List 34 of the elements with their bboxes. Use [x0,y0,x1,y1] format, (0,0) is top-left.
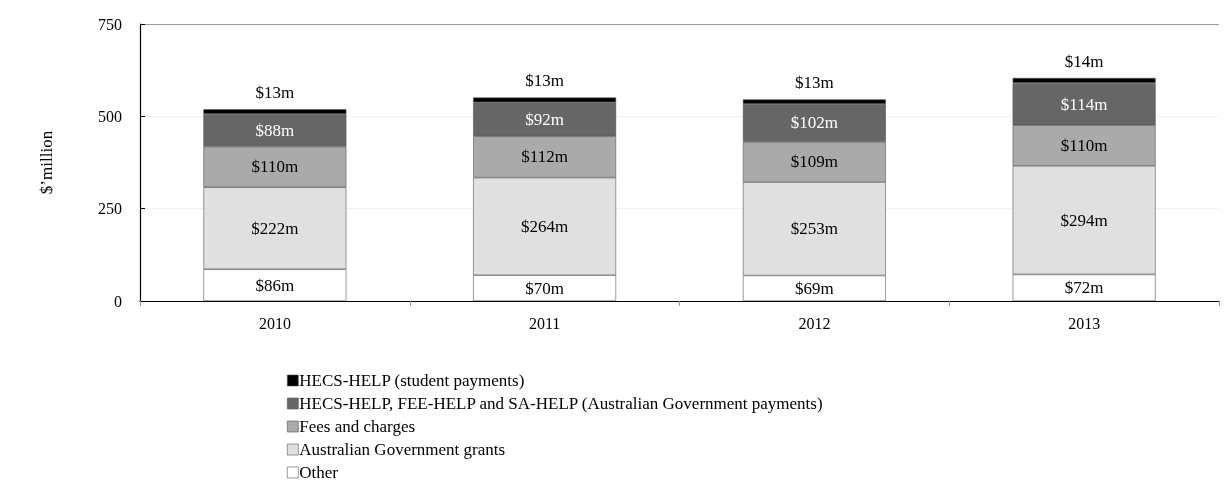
legend-label: HECS-HELP (student payments) [299,371,525,390]
data-label: $110m [251,157,299,177]
legend-label: Other [299,463,339,482]
data-label: $13m [255,83,295,103]
x-tick-label: 2011 [528,314,561,332]
x-tick-label: 2010 [258,314,291,332]
data-label: $294m [1060,210,1108,230]
data-label: $222m [251,218,299,238]
data-label: $114m [1060,94,1108,114]
data-label: $70m [525,278,564,298]
y-tick-label: 0 [114,292,122,310]
data-label: $86m [255,275,295,295]
data-label: $88m [255,120,295,140]
y-tick-label: 500 [98,107,122,125]
data-label: $13m [525,71,564,91]
legend-label: HECS-HELP, FEE-HELP and SA-HELP (Australian Government payments) [299,394,823,413]
legend-label: Australian Government grants [299,440,506,459]
y-axis-title: $’million [37,130,56,195]
data-label: $13m [795,73,834,93]
data-label: $110m [1060,136,1108,156]
data-label: $14m [1064,51,1104,71]
x-tick-label: 2013 [1068,314,1101,332]
data-label: $102m [790,113,838,133]
data-label: $92m [525,109,564,129]
data-label: $109m [790,152,838,172]
data-label: $264m [521,216,569,236]
y-tick-label: 750 [98,15,122,33]
data-label: $69m [795,278,834,298]
y-tick-label: 250 [98,200,122,218]
data-label: $112m [521,147,568,167]
x-tick-label: 2012 [798,314,831,332]
data-label: $253m [790,219,838,239]
data-label: $72m [1064,278,1104,298]
legend-label: Fees and charges [299,417,416,436]
